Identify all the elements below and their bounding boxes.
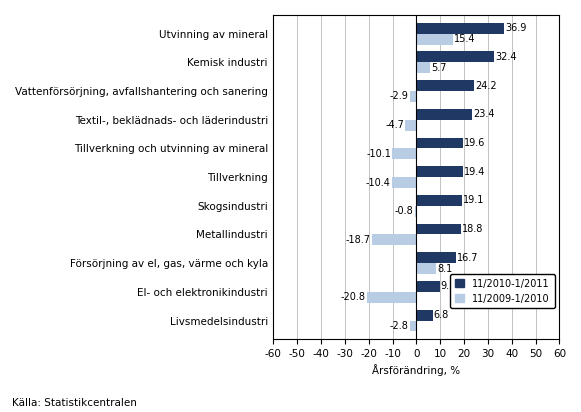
Bar (417, 224, 461, 234)
Bar (410, 321, 417, 332)
Bar (417, 23, 504, 34)
Text: 19.6: 19.6 (464, 138, 486, 148)
Text: 23.4: 23.4 (474, 109, 495, 119)
Bar (417, 80, 474, 91)
Bar (417, 310, 433, 321)
Bar (414, 206, 417, 217)
Bar (367, 292, 417, 303)
Text: -20.8: -20.8 (340, 293, 365, 302)
Text: -4.7: -4.7 (385, 120, 404, 130)
Bar (392, 148, 417, 159)
Bar (417, 195, 462, 206)
Text: 19.4: 19.4 (464, 167, 485, 177)
Text: -0.8: -0.8 (394, 206, 413, 216)
Bar (405, 120, 417, 131)
Bar (392, 177, 417, 188)
Text: 16.7: 16.7 (457, 253, 479, 263)
Bar (372, 234, 417, 246)
Bar (417, 281, 440, 292)
Legend: 11/2010-1/2011, 11/2009-1/2010: 11/2010-1/2011, 11/2009-1/2010 (450, 274, 555, 309)
Text: 15.4: 15.4 (454, 34, 476, 44)
X-axis label: Årsförändring, %: Årsförändring, % (372, 365, 461, 377)
Text: -2.8: -2.8 (390, 321, 408, 331)
Text: 32.4: 32.4 (495, 52, 517, 62)
Text: 6.8: 6.8 (434, 310, 449, 320)
Text: -10.4: -10.4 (365, 178, 390, 187)
Bar (417, 138, 463, 148)
Text: 24.2: 24.2 (475, 81, 497, 91)
Bar (417, 62, 430, 73)
Text: -10.1: -10.1 (366, 149, 391, 159)
Bar (417, 252, 456, 263)
Text: Källa: Statistikcentralen: Källa: Statistikcentralen (12, 398, 137, 408)
Text: 8.1: 8.1 (437, 264, 452, 274)
Text: -2.9: -2.9 (389, 91, 408, 101)
Bar (417, 34, 453, 44)
Text: 9.7: 9.7 (441, 281, 456, 291)
Text: 5.7: 5.7 (431, 63, 447, 73)
Bar (417, 109, 472, 120)
Text: 19.1: 19.1 (463, 195, 485, 205)
Text: 36.9: 36.9 (505, 23, 527, 33)
Bar (417, 263, 436, 274)
Text: 18.8: 18.8 (462, 224, 484, 234)
Text: -18.7: -18.7 (346, 235, 371, 245)
Bar (417, 52, 494, 62)
Bar (410, 91, 417, 102)
Bar (417, 166, 462, 177)
